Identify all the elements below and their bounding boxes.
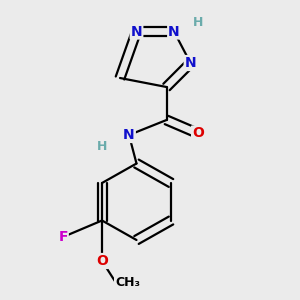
Text: H: H [97, 140, 107, 154]
Text: N: N [168, 25, 180, 38]
Text: N: N [123, 128, 135, 142]
Text: O: O [96, 254, 108, 268]
Text: F: F [58, 230, 68, 244]
Text: CH₃: CH₃ [115, 275, 140, 289]
Text: H: H [193, 16, 203, 29]
Text: O: O [192, 127, 204, 140]
Text: N: N [185, 56, 196, 70]
Text: N: N [131, 25, 142, 38]
